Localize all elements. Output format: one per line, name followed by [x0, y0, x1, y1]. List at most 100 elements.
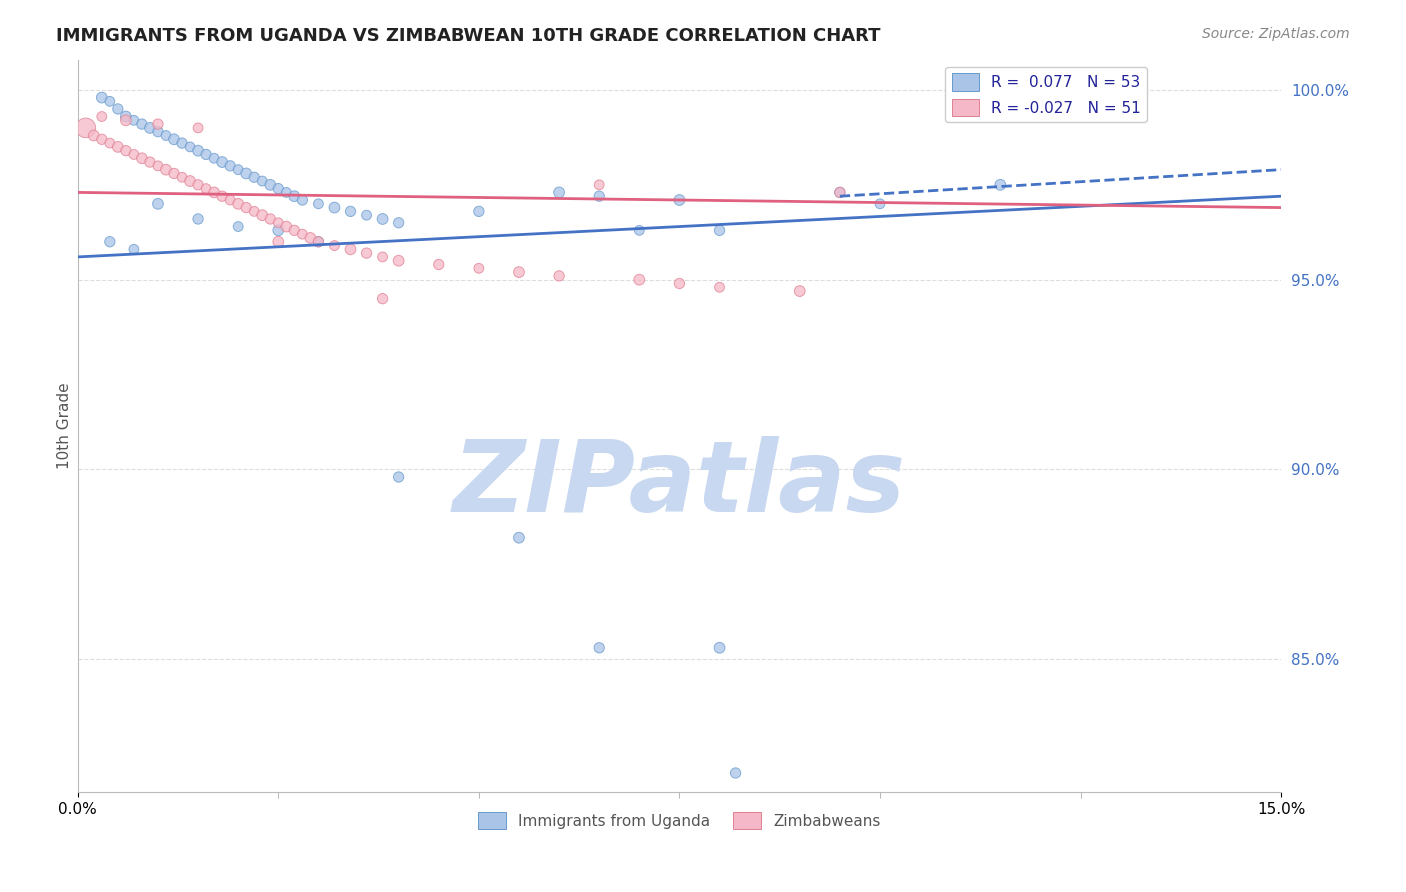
Point: [828, 186, 851, 200]
Point: [146, 196, 169, 211]
Point: [283, 189, 305, 203]
Point: [107, 140, 129, 154]
Point: [107, 102, 129, 116]
Point: [283, 223, 305, 237]
Point: [291, 193, 314, 207]
Point: [709, 640, 731, 655]
Point: [226, 219, 249, 234]
Point: [235, 201, 257, 215]
Point: [789, 284, 811, 298]
Point: [508, 531, 530, 545]
Point: [235, 166, 257, 180]
Point: [219, 159, 242, 173]
Point: [668, 277, 690, 291]
Point: [115, 110, 138, 124]
Text: IMMIGRANTS FROM UGANDA VS ZIMBABWEAN 10TH GRADE CORRELATION CHART: IMMIGRANTS FROM UGANDA VS ZIMBABWEAN 10T…: [56, 27, 880, 45]
Point: [468, 204, 491, 219]
Point: [709, 280, 731, 294]
Point: [356, 246, 378, 260]
Point: [267, 235, 290, 249]
Point: [90, 132, 112, 146]
Point: [276, 186, 298, 200]
Point: [252, 174, 274, 188]
Point: [371, 250, 394, 264]
Point: [75, 120, 97, 135]
Point: [146, 159, 169, 173]
Point: [307, 235, 329, 249]
Text: ZIPatlas: ZIPatlas: [453, 436, 905, 533]
Point: [267, 181, 290, 195]
Point: [146, 117, 169, 131]
Point: [187, 144, 209, 158]
Point: [163, 166, 186, 180]
Point: [115, 113, 138, 128]
Point: [187, 211, 209, 226]
Point: [588, 189, 610, 203]
Point: [307, 235, 329, 249]
Point: [323, 238, 346, 252]
Point: [90, 110, 112, 124]
Point: [226, 196, 249, 211]
Point: [388, 253, 411, 268]
Point: [163, 132, 186, 146]
Point: [122, 113, 145, 128]
Point: [179, 140, 201, 154]
Point: [709, 223, 731, 237]
Point: [508, 265, 530, 279]
Point: [869, 196, 891, 211]
Point: [299, 231, 322, 245]
Point: [202, 186, 225, 200]
Point: [98, 235, 121, 249]
Point: [170, 136, 193, 150]
Point: [259, 211, 281, 226]
Point: [468, 261, 491, 276]
Point: [668, 193, 690, 207]
Point: [291, 227, 314, 242]
Point: [628, 223, 651, 237]
Point: [139, 120, 162, 135]
Point: [98, 95, 121, 109]
Point: [187, 178, 209, 192]
Point: [155, 162, 177, 177]
Point: [307, 196, 329, 211]
Point: [195, 147, 218, 161]
Legend: Immigrants from Uganda, Zimbabweans: Immigrants from Uganda, Zimbabweans: [472, 805, 886, 836]
Point: [219, 193, 242, 207]
Point: [252, 208, 274, 222]
Point: [339, 243, 361, 257]
Point: [371, 292, 394, 306]
Point: [131, 151, 153, 165]
Point: [170, 170, 193, 185]
Point: [115, 144, 138, 158]
Point: [339, 204, 361, 219]
Point: [356, 208, 378, 222]
Point: [323, 201, 346, 215]
Point: [259, 178, 281, 192]
Point: [243, 204, 266, 219]
Point: [131, 117, 153, 131]
Y-axis label: 10th Grade: 10th Grade: [58, 383, 72, 469]
Point: [195, 181, 218, 195]
Point: [267, 223, 290, 237]
Point: [122, 147, 145, 161]
Text: Source: ZipAtlas.com: Source: ZipAtlas.com: [1202, 27, 1350, 41]
Point: [155, 128, 177, 143]
Point: [146, 125, 169, 139]
Point: [187, 120, 209, 135]
Point: [988, 178, 1011, 192]
Point: [211, 155, 233, 169]
Point: [226, 162, 249, 177]
Point: [267, 216, 290, 230]
Point: [83, 128, 105, 143]
Point: [388, 470, 411, 484]
Point: [388, 216, 411, 230]
Point: [98, 136, 121, 150]
Point: [427, 258, 450, 272]
Point: [371, 211, 394, 226]
Point: [139, 155, 162, 169]
Point: [122, 243, 145, 257]
Point: [90, 90, 112, 104]
Point: [276, 219, 298, 234]
Point: [724, 766, 747, 780]
Point: [628, 273, 651, 287]
